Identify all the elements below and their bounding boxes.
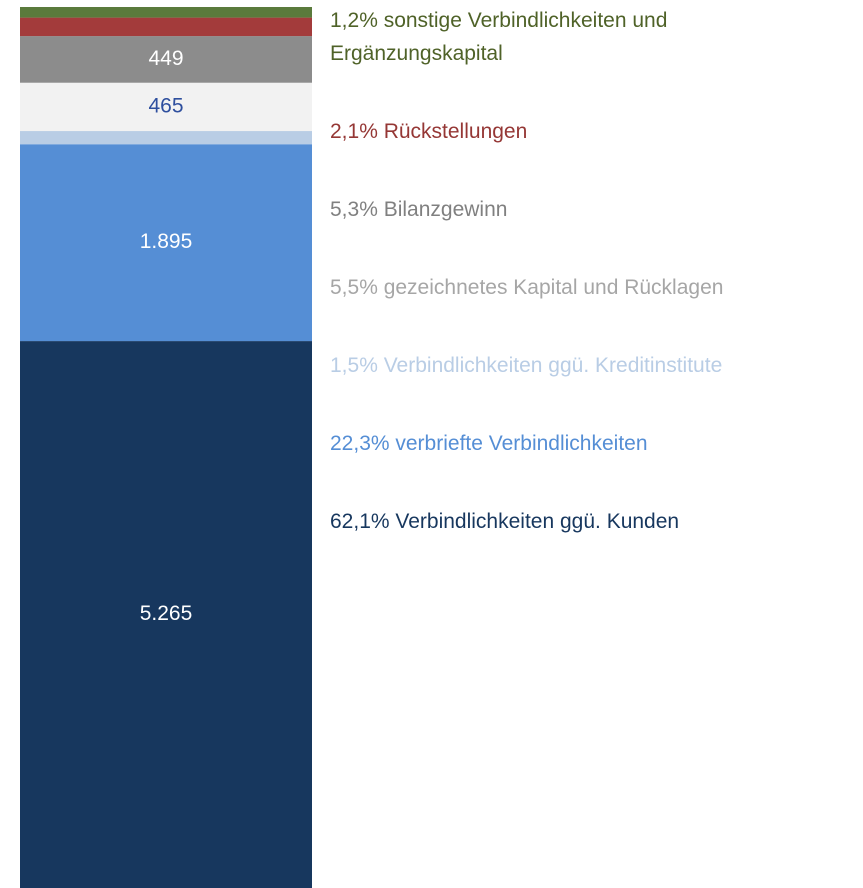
legend-entry: 2,1% Rückstellungen bbox=[330, 119, 528, 143]
bar-segment bbox=[20, 131, 312, 145]
value-label: 1.895 bbox=[140, 230, 193, 253]
bar-segment bbox=[20, 7, 312, 18]
legend-entry: 62,1% Verbindlichkeiten ggü. Kunden bbox=[330, 509, 680, 533]
bar-segment bbox=[20, 36, 312, 83]
value-label: 5.265 bbox=[140, 602, 193, 625]
legend-entry: 22,3% verbriefte Verbindlichkeiten bbox=[330, 431, 648, 455]
value-label: 465 bbox=[148, 94, 183, 117]
bar-segment bbox=[20, 144, 312, 342]
bar-segment bbox=[20, 17, 312, 37]
value-label: 449 bbox=[148, 47, 183, 70]
legend-entry: 5,5% gezeichnetes Kapital und Rücklagen bbox=[330, 275, 724, 299]
bar-segment bbox=[20, 82, 312, 132]
legend-entry: 1,2% sonstige Verbindlichkeiten und Ergä… bbox=[330, 9, 668, 65]
bar-segment bbox=[20, 341, 312, 888]
legend-entry: 1,5% Verbindlichkeiten ggü. Kreditinstit… bbox=[330, 353, 723, 377]
legend-entry: 5,3% Bilanzgewinn bbox=[330, 197, 508, 221]
